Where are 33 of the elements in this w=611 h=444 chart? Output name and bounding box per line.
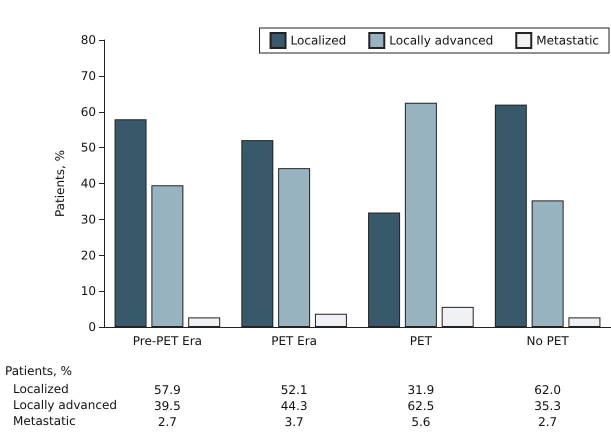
y-tick-label: 30 (80, 212, 96, 226)
data-label: 39.5 (154, 399, 181, 413)
x-tick-label: No PET (526, 334, 570, 348)
data-label: 52.1 (280, 383, 308, 397)
y-tick-label: 0 (88, 320, 96, 334)
y-tick-label: 40 (80, 176, 96, 190)
data-label: 2.7 (538, 415, 558, 429)
legend-label: Localized (290, 34, 346, 48)
text: Metastatic (13, 414, 76, 428)
text: Locally advanced (13, 398, 117, 412)
data-label: 44.3 (280, 399, 308, 413)
data-label: 35.3 (534, 399, 561, 413)
text: Localized (13, 382, 69, 396)
data-label: 2.7 (158, 415, 177, 429)
data-label: 31.9 (408, 383, 434, 397)
y-tick-label: 10 (80, 284, 96, 298)
x-tick-label: PET (410, 334, 433, 348)
text: Patients, % (5, 364, 72, 378)
y-axis-title: Patients, % (53, 150, 67, 218)
x-tick-label: Pre-PET Era (132, 334, 202, 348)
y-tick-label: 80 (80, 33, 96, 47)
y-tick-label: 50 (80, 140, 96, 155)
y-tick-label: 20 (80, 248, 96, 262)
legend-label: Locally advanced (389, 34, 494, 48)
data-label: 3.7 (284, 415, 304, 429)
data-label: 62.0 (534, 383, 561, 397)
x-tick-label: PET Era (271, 334, 318, 348)
y-tick-label: 70 (80, 68, 96, 83)
data-label: 57.9 (154, 383, 181, 397)
data-label: 62.5 (408, 399, 434, 413)
y-tick-label: 60 (80, 104, 96, 119)
legend-label: Metastatic (536, 34, 600, 48)
data-label: 5.6 (411, 415, 430, 429)
